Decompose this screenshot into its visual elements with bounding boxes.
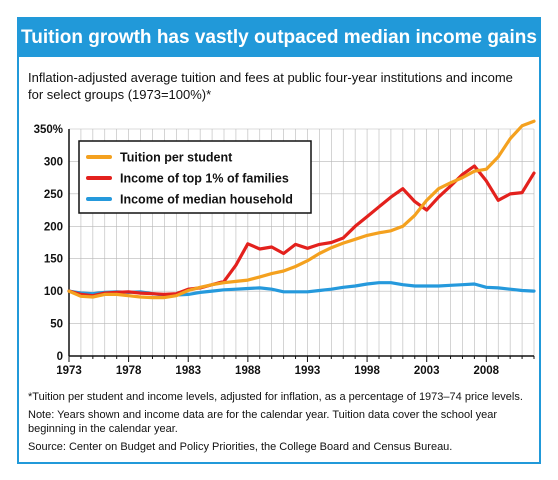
x-tick-label: 1993	[295, 365, 321, 377]
line-chart: 0 50 100 150 200 250 300 350% 1973 1978 1983 1988 19…	[34, 119, 536, 377]
chart-title: Tuition growth has vastly outpaced media…	[19, 19, 539, 57]
x-tick-label: 2003	[414, 365, 440, 377]
x-tick-label: 1973	[56, 365, 82, 377]
series-line	[67, 119, 536, 300]
legend-label: Income of median household	[120, 193, 293, 207]
x-tick-label: 2008	[474, 365, 500, 377]
legend-label: Tuition per student	[120, 151, 233, 165]
source: Source: Center on Budget and Policy Prio…	[28, 440, 453, 453]
x-tick-label: 1978	[116, 365, 142, 377]
y-tick-label: 0	[57, 351, 63, 363]
y-tick-label: 300	[44, 156, 63, 168]
legend-box	[78, 140, 312, 214]
footnote: *Tuition per student and income levels, …	[28, 391, 523, 403]
y-tick-label: 100	[44, 286, 63, 298]
y-tick-label: 50	[50, 319, 63, 331]
chart-notes: *Tuition per student and income levels, …	[28, 390, 533, 457]
chart-frame: Tuition growth has vastly outpaced media…	[17, 17, 541, 464]
note: Note: Years shown and income data are fo…	[28, 408, 498, 436]
y-tick-label: 200	[44, 221, 63, 233]
y-tick-label: 150	[44, 254, 63, 266]
y-tick-label: 350%	[34, 124, 63, 136]
y-tick-label: 250	[44, 189, 63, 201]
x-tick-label: 1998	[354, 365, 380, 377]
legend-label: Income of top 1% of families	[120, 172, 289, 186]
chart-subtitle: Inflation-adjusted average tuition and f…	[28, 70, 513, 102]
x-tick-label: 1988	[235, 365, 261, 377]
x-tick-label: 1983	[175, 365, 201, 377]
